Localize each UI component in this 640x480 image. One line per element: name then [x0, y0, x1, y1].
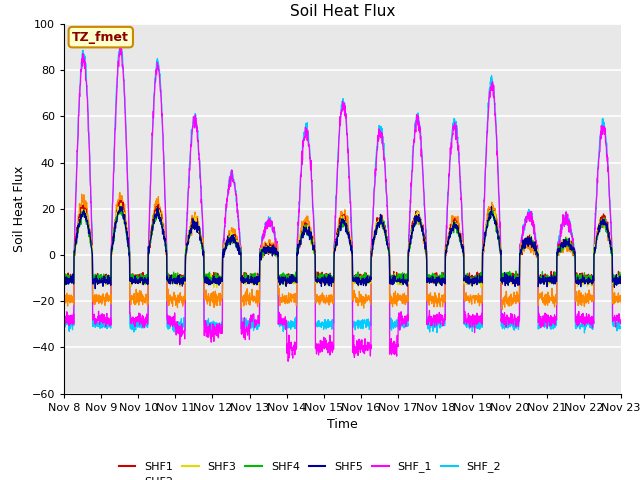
SHF4	[359, 275, 367, 281]
SHF3	[216, 281, 223, 287]
SHF3	[213, 285, 221, 290]
SHF1	[216, 274, 223, 279]
SHF4	[60, 272, 68, 278]
SHF_2	[60, 316, 68, 322]
SHF_1	[617, 317, 625, 323]
SHF_1	[216, 320, 223, 326]
SHF2	[617, 299, 625, 305]
SHF4	[371, 235, 379, 240]
SHF_2	[359, 317, 367, 323]
X-axis label: Time: Time	[327, 418, 358, 431]
Line: SHF2: SHF2	[64, 192, 621, 310]
SHF2	[505, 294, 513, 300]
SHF3	[371, 229, 379, 235]
SHF_1	[116, 44, 124, 49]
SHF_2	[504, 324, 512, 330]
SHF5	[584, 280, 591, 286]
SHF_1	[568, 234, 576, 240]
SHF1	[584, 273, 591, 279]
Text: TZ_fmet: TZ_fmet	[72, 31, 129, 44]
SHF_2	[116, 36, 124, 42]
SHF_1	[505, 322, 513, 328]
SHF2	[584, 291, 591, 297]
SHF5	[92, 286, 99, 291]
SHF3	[117, 200, 125, 206]
SHF_2	[371, 180, 379, 186]
SHF5	[60, 279, 68, 285]
SHF2	[116, 190, 124, 195]
SHF3	[568, 248, 576, 253]
SHF5	[568, 248, 576, 253]
SHF1	[588, 282, 596, 288]
Legend: SHF1, SHF2, SHF3, SHF4, SHF5, SHF_1, SHF_2: SHF1, SHF2, SHF3, SHF4, SHF5, SHF_1, SHF…	[114, 457, 506, 480]
Y-axis label: Soil Heat Flux: Soil Heat Flux	[13, 166, 26, 252]
SHF1	[617, 272, 625, 278]
SHF5	[216, 279, 223, 285]
SHF4	[568, 243, 576, 249]
SHF2	[216, 296, 223, 302]
SHF_2	[617, 325, 625, 331]
SHF3	[617, 276, 625, 282]
SHF5	[359, 278, 367, 284]
Line: SHF1: SHF1	[64, 201, 621, 285]
SHF_1	[584, 320, 591, 326]
SHF4	[61, 282, 69, 288]
SHF5	[505, 276, 513, 282]
SHF4	[617, 276, 625, 282]
SHF3	[505, 278, 513, 284]
SHF5	[617, 277, 625, 283]
SHF_2	[568, 232, 575, 238]
SHF_2	[580, 330, 588, 336]
SHF2	[359, 300, 367, 306]
SHF1	[504, 275, 512, 281]
SHF3	[359, 277, 367, 283]
SHF1	[568, 240, 575, 246]
Line: SHF_1: SHF_1	[64, 47, 621, 361]
SHF_2	[216, 321, 223, 326]
SHF_2	[584, 319, 591, 325]
SHF2	[499, 307, 506, 312]
SHF4	[505, 270, 513, 276]
SHF4	[216, 274, 223, 279]
SHF_1	[371, 180, 379, 185]
SHF2	[371, 227, 379, 233]
SHF3	[584, 283, 591, 289]
SHF1	[116, 198, 124, 204]
SHF4	[584, 275, 591, 281]
SHF1	[60, 275, 68, 280]
SHF2	[568, 248, 576, 253]
Line: SHF_2: SHF_2	[64, 39, 621, 333]
SHF3	[60, 277, 68, 283]
SHF5	[371, 229, 379, 235]
SHF_1	[284, 359, 292, 364]
Title: Soil Heat Flux: Soil Heat Flux	[290, 4, 395, 19]
Line: SHF3: SHF3	[64, 203, 621, 288]
SHF1	[371, 233, 379, 239]
SHF_1	[60, 320, 68, 325]
Line: SHF5: SHF5	[64, 207, 621, 288]
SHF2	[60, 296, 68, 302]
Line: SHF4: SHF4	[64, 206, 621, 285]
SHF5	[488, 204, 495, 210]
SHF_1	[359, 348, 367, 354]
SHF1	[359, 274, 367, 280]
SHF4	[117, 204, 125, 209]
